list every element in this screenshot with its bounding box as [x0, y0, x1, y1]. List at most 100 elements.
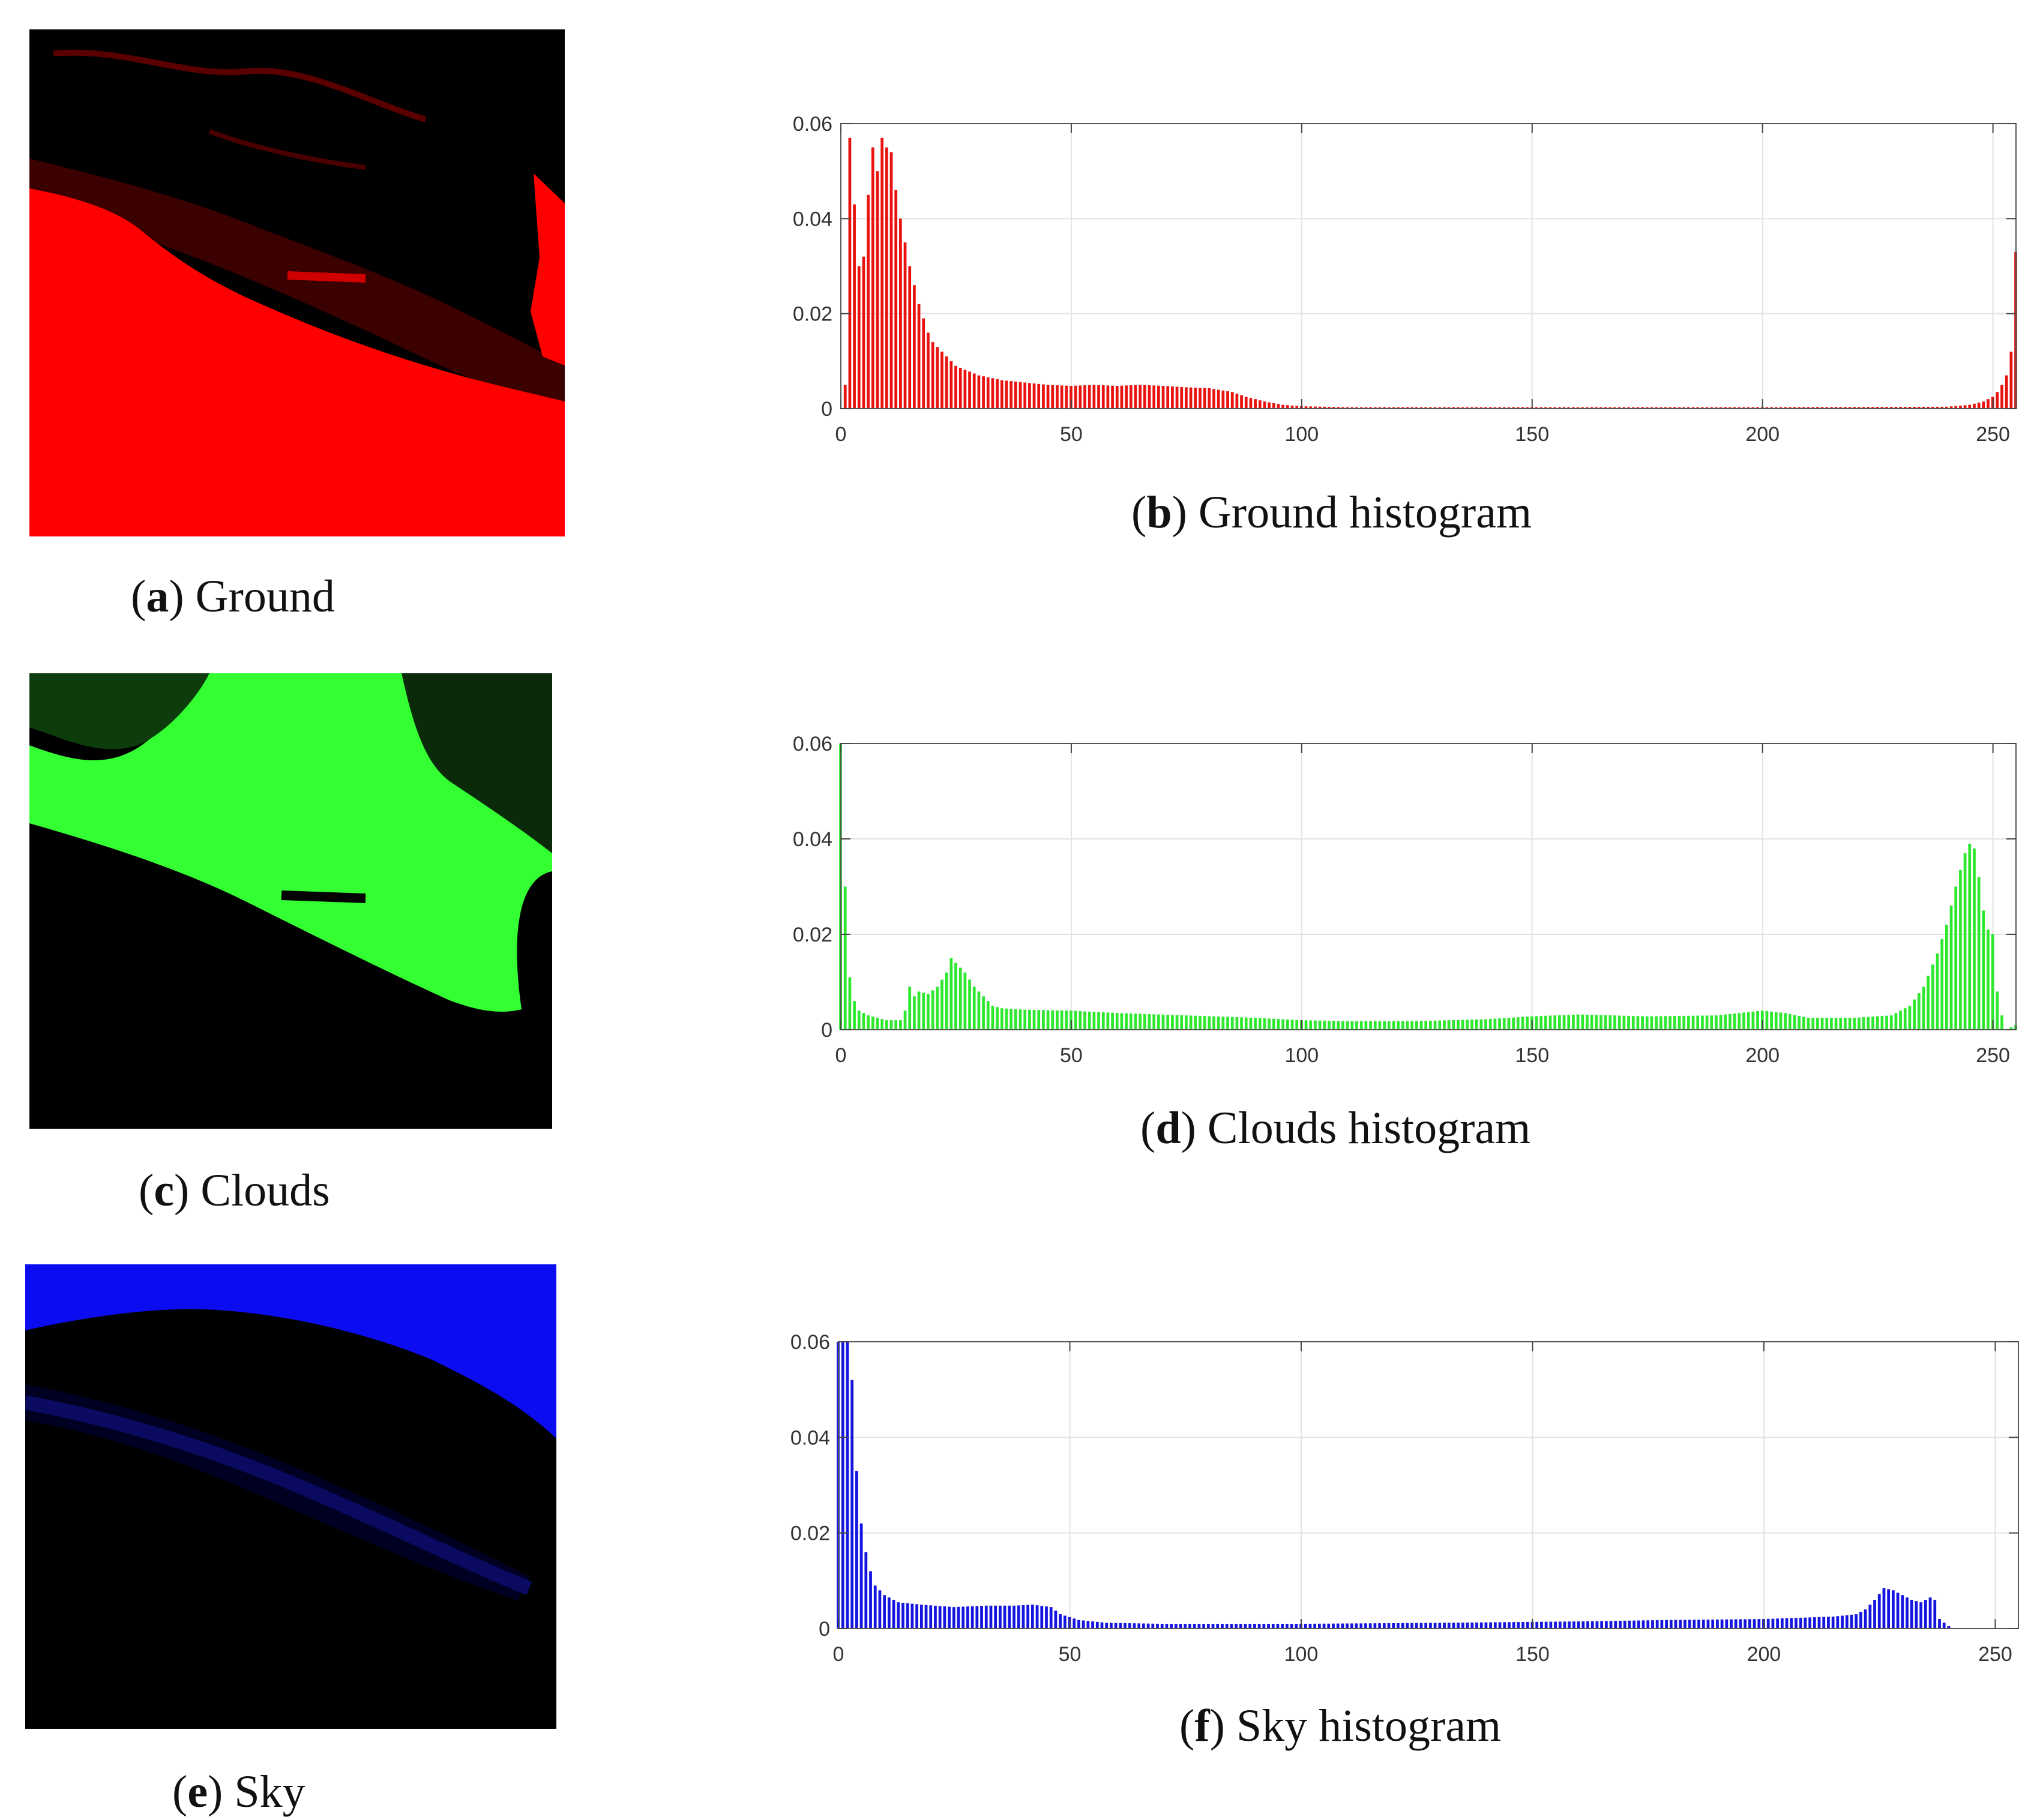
caption-a-text: Ground [195, 571, 335, 622]
hist-d-bar [1687, 1015, 1690, 1030]
hist-d-bar [1516, 1017, 1520, 1030]
hist-b-bar [1079, 385, 1082, 409]
hist-b-bar [898, 218, 902, 409]
hist-f-xtick-label: 100 [1284, 1643, 1319, 1666]
hist-b-bar [1244, 397, 1248, 409]
hist-b-bar [936, 347, 939, 409]
hist-b-bar [1129, 385, 1133, 409]
hist-b-bar [1617, 407, 1621, 409]
hist-d-xtick-label: 200 [1745, 1044, 1780, 1067]
hist-d-bar [1466, 1020, 1469, 1030]
hist-f-bar [1267, 1624, 1270, 1629]
hist-d-bar [1945, 925, 1948, 1030]
hist-f-bar [1188, 1624, 1191, 1629]
hist-d-bar [1406, 1021, 1409, 1030]
hist-d-bar [1691, 1015, 1695, 1030]
hist-f-bar [1045, 1606, 1048, 1629]
hist-f-bar [1628, 1620, 1631, 1629]
caption-b-text: Ground histogram [1198, 487, 1532, 538]
hist-b-bar [1272, 403, 1275, 409]
hist-d-bar [857, 1011, 861, 1030]
hist-d-bar [1599, 1015, 1602, 1030]
hist-b-bar [2005, 375, 2008, 409]
hist-d-bar [1608, 1015, 1612, 1030]
hist-d-bar [1157, 1014, 1160, 1030]
hist-d-bar [1742, 1012, 1745, 1030]
hist-b-bar [1650, 407, 1653, 409]
hist-f-bar [1452, 1623, 1455, 1629]
hist-d-bar [1323, 1020, 1326, 1030]
hist-f-bar [1114, 1623, 1118, 1629]
caption-b-close: ) [1172, 487, 1199, 538]
hist-b-bar [1000, 380, 1003, 409]
hist-f-bar [1558, 1621, 1562, 1629]
clouds-green-area [29, 673, 552, 1012]
hist-b-bar [1885, 407, 1888, 409]
hist-b-bar [1042, 384, 1045, 409]
hist-f-bar [1581, 1621, 1585, 1629]
hist-f-bar [1817, 1617, 1821, 1629]
hist-d-bar [1161, 1014, 1165, 1030]
hist-f-bar [1211, 1624, 1215, 1629]
hist-b-bar [958, 367, 962, 409]
hist-b-bar [908, 266, 912, 409]
hist-f-bar [1447, 1623, 1451, 1629]
hist-f-bar [1938, 1619, 1941, 1629]
hist-f-bar [943, 1606, 946, 1629]
hist-d-bar [917, 991, 921, 1030]
hist-d-bar [1562, 1015, 1566, 1030]
hist-d-bar [1419, 1021, 1423, 1030]
hist-d-bar [1889, 1015, 1893, 1030]
hist-f-bar [1641, 1620, 1645, 1629]
hist-d-bar [1392, 1021, 1395, 1030]
hist-f-bar [1614, 1621, 1617, 1629]
hist-f-bar [1521, 1622, 1524, 1629]
hist-b-bar [1820, 407, 1824, 409]
hist-f-bar [1683, 1620, 1686, 1629]
hist-f-bar [1054, 1611, 1058, 1629]
caption-c: (c) Clouds [139, 1168, 330, 1213]
hist-d-bar [1221, 1017, 1225, 1030]
hist-b-bar [1982, 401, 1985, 409]
hist-b-bar [1576, 407, 1580, 409]
hist-b-bar [1572, 407, 1575, 409]
hist-b-bar [1807, 407, 1810, 409]
hist-f-bar [1110, 1623, 1113, 1629]
hist-d-bar [1000, 1008, 1003, 1030]
hist-d-bar [1290, 1020, 1294, 1030]
hist-d-bar [1996, 991, 1999, 1030]
hist-b-bar [1987, 399, 1990, 409]
hist-b-bar [1927, 406, 1930, 409]
hist-f-ytick-label: 0 [819, 1618, 830, 1641]
hist-b-bar [1581, 407, 1584, 409]
hist-d-bar [1858, 1017, 1861, 1030]
hist-b-bar [1880, 407, 1884, 409]
hist-d-bar [1369, 1021, 1372, 1030]
hist-f-bar [957, 1606, 960, 1629]
hist-f-bar [1660, 1620, 1664, 1629]
hist-d-bar [1470, 1020, 1473, 1030]
hist-b-bar [931, 342, 934, 409]
hist-b-bar [1304, 406, 1308, 409]
hist-f-bar [1590, 1621, 1594, 1629]
hist-d-bar [1816, 1018, 1819, 1030]
hist-d-bar [1673, 1016, 1676, 1030]
hist-d-bar [1922, 987, 1925, 1030]
hist-b-bar [1314, 406, 1317, 409]
hist-b-bar [1433, 407, 1437, 409]
clouds-dark-right [402, 673, 552, 853]
hist-f-bar [1780, 1618, 1784, 1629]
hist-f-bar [869, 1571, 872, 1629]
hist-f-bar [1368, 1623, 1372, 1629]
hist-b-bar [1369, 407, 1372, 409]
hist-b-bar [2009, 352, 2013, 409]
hist-b-bar [1936, 406, 1939, 409]
hist-d-bar [936, 987, 939, 1030]
hist-f-bar [1637, 1620, 1640, 1629]
hist-d-ytick-label: 0 [821, 1019, 832, 1042]
hist-d-bar [1705, 1015, 1709, 1030]
hist-d-bar [908, 987, 912, 1030]
hist-f-xtick-label: 200 [1747, 1643, 1781, 1666]
caption-a: (a) Ground [131, 574, 335, 619]
hist-d-bar [1226, 1017, 1229, 1030]
